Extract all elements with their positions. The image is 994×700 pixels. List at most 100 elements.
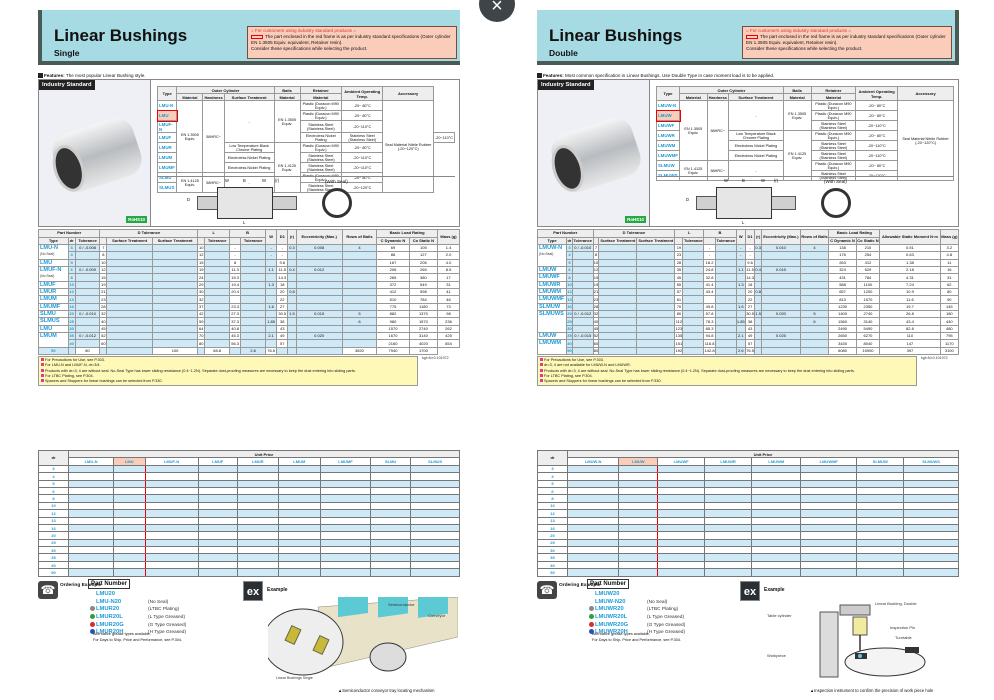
price-cell[interactable] [67,560,115,570]
price-cell[interactable] [277,531,321,540]
price-cell[interactable] [800,472,858,481]
price-cell[interactable] [657,538,705,548]
price-cell[interactable] [236,553,279,562]
price-cell[interactable] [277,486,321,496]
price-cell[interactable] [197,531,238,540]
part-type-link[interactable]: SLMUWS [536,310,568,334]
price-cell[interactable] [751,509,802,518]
price-cell[interactable] [856,472,905,481]
price-cell[interactable] [703,523,753,533]
price-cell[interactable] [903,509,959,518]
ordering-footer-2[interactable]: For Days to Ship, Price and Performance,… [93,637,182,642]
price-cell[interactable] [370,509,412,518]
part-type-link[interactable]: LMUM [38,295,69,304]
price-cell[interactable] [618,538,659,548]
price-cell[interactable] [657,516,705,525]
price-cell[interactable] [751,472,802,481]
price-cell[interactable] [277,472,321,481]
part-type-link[interactable]: LMUWR [536,280,568,290]
price-cell[interactable] [566,479,620,488]
price-cell[interactable] [703,531,753,540]
price-cell[interactable] [751,486,802,496]
price-col-header[interactable]: SLMU [370,457,412,466]
price-cell[interactable] [800,479,858,488]
price-cell[interactable] [410,568,460,577]
price-cell[interactable] [410,531,460,540]
price-cell[interactable] [113,486,146,496]
price-cell[interactable] [370,553,412,562]
price-cell[interactable] [370,472,412,481]
price-cell[interactable] [67,523,115,533]
price-cell[interactable] [903,531,959,540]
price-cell[interactable] [618,464,659,474]
price-cell[interactable] [370,486,412,496]
price-cell[interactable] [236,546,279,555]
price-col-header[interactable]: LMUF-N [144,457,199,466]
price-cell[interactable] [703,568,753,577]
price-cell[interactable] [113,560,146,570]
price-cell[interactable] [144,523,199,533]
price-cell[interactable] [566,486,620,496]
price-col-header[interactable]: LMU [113,457,146,466]
price-cell[interactable] [113,501,146,511]
price-cell[interactable] [197,486,238,496]
price-cell[interactable] [618,531,659,540]
price-cell[interactable] [703,560,753,570]
price-cell[interactable] [751,553,802,562]
price-cell[interactable] [856,464,905,474]
price-cell[interactable] [113,553,146,562]
price-cell[interactable] [277,546,321,555]
price-cell[interactable] [657,472,705,481]
price-cell[interactable] [410,523,460,533]
price-cell[interactable] [856,531,905,540]
price-cell[interactable] [856,546,905,555]
price-cell[interactable] [370,531,412,540]
price-cell[interactable] [236,486,279,496]
price-cell[interactable] [566,553,620,562]
price-cell[interactable] [856,501,905,511]
price-cell[interactable] [751,560,802,570]
price-cell[interactable] [319,546,372,555]
price-cell[interactable] [800,538,858,548]
price-cell[interactable] [657,494,705,503]
price-cell[interactable] [618,560,659,570]
price-cell[interactable] [751,568,802,577]
price-cell[interactable] [751,494,802,503]
price-cell[interactable] [856,494,905,503]
price-cell[interactable] [277,560,321,570]
part-type-link[interactable]: LMUW [536,332,568,341]
part-type-link[interactable]: LMUR [38,288,69,297]
price-cell[interactable] [566,509,620,518]
price-cell[interactable] [113,494,146,503]
part-type-link[interactable]: LMUF-N (No Seal) [38,266,69,282]
price-cell[interactable] [657,531,705,540]
price-cell[interactable] [800,509,858,518]
price-cell[interactable] [144,494,199,503]
price-cell[interactable] [903,464,959,474]
price-col-header[interactable]: LMUF [197,457,238,466]
price-cell[interactable] [144,531,199,540]
spec-type-link[interactable]: LMUR [156,142,178,154]
price-cell[interactable] [113,531,146,540]
part-type-link[interactable]: LMUWMF [536,295,568,304]
price-cell[interactable] [566,560,620,570]
price-cell[interactable] [67,464,115,474]
part-type-link[interactable]: LMUF [38,280,69,290]
price-cell[interactable] [144,516,199,525]
price-cell[interactable] [67,538,115,548]
price-cell[interactable] [410,553,460,562]
price-cell[interactable] [197,560,238,570]
price-cell[interactable] [319,531,372,540]
price-cell[interactable] [236,472,279,481]
price-col-header[interactable]: SLMUWS [903,457,959,466]
part-type-link[interactable]: LMUMF [38,302,69,312]
price-cell[interactable] [800,516,858,525]
price-cell[interactable] [566,494,620,503]
price-cell[interactable] [319,553,372,562]
part-type-link[interactable]: LMU-N (No Seal) [38,243,69,260]
price-cell[interactable] [236,464,279,474]
price-cell[interactable] [566,546,620,555]
price-cell[interactable] [410,560,460,570]
price-cell[interactable] [903,486,959,496]
price-cell[interactable] [144,553,199,562]
